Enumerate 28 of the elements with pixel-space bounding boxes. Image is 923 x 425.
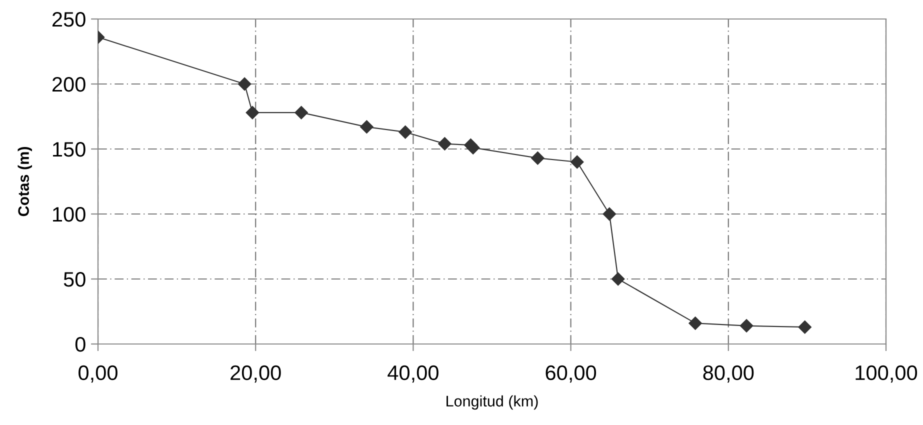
point	[438, 137, 452, 150]
y-tick-label: 200	[52, 77, 86, 92]
y-tick-label: 50	[64, 272, 86, 287]
point	[238, 77, 252, 91]
x-tick-label: 40,00	[388, 365, 438, 383]
x-tick-label: 0,00	[78, 365, 118, 383]
point	[611, 272, 625, 286]
point	[688, 316, 702, 330]
point	[398, 126, 412, 139]
x-tick-label: 80,00	[703, 365, 754, 383]
point	[246, 106, 260, 120]
y-tick-label: 100	[53, 207, 86, 222]
point	[466, 141, 480, 154]
point	[294, 106, 308, 120]
point	[740, 319, 754, 332]
x-tick-label: 20,00	[230, 365, 281, 383]
point	[531, 152, 544, 165]
x-tick-label: 100,00	[856, 365, 918, 383]
x-axis-title: Longitud (km)	[446, 395, 538, 410]
y-tick-label: 0	[75, 337, 86, 352]
y-tick-label: 150	[53, 142, 86, 157]
point	[798, 320, 812, 334]
y-tick-label: 250	[52, 12, 86, 27]
point	[602, 207, 616, 221]
x-tick-label: 60,00	[546, 365, 596, 383]
point	[570, 155, 584, 169]
point	[360, 120, 374, 134]
y-axis-title: Cotas (m)	[18, 147, 32, 216]
